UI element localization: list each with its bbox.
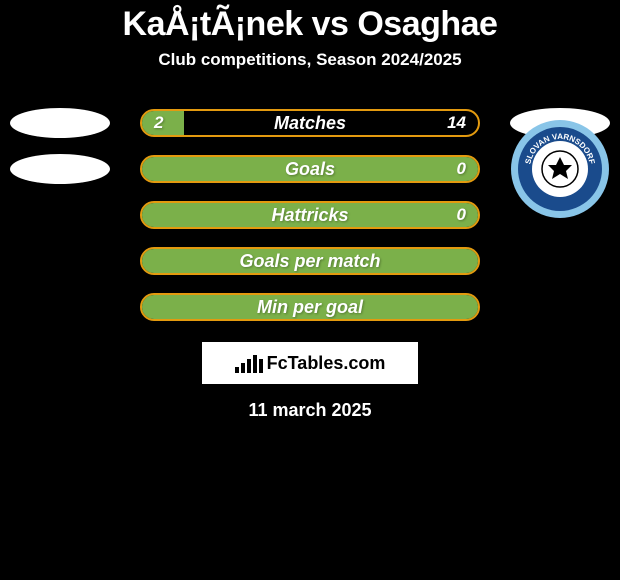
team-badge-left <box>10 108 110 138</box>
stat-row: Hattricks0 <box>0 192 620 238</box>
logo-bar <box>241 363 245 373</box>
stats-area: 2Matches14 SLOVAN VARNSDORF Goals0 Hattri… <box>0 100 620 330</box>
stat-label: Goals per match <box>142 251 478 272</box>
logo-content: FcTables.com <box>235 353 386 374</box>
stat-value-right: 0 <box>457 205 466 225</box>
stat-label: Hattricks <box>142 205 478 226</box>
stat-row: Goals per match <box>0 238 620 284</box>
team-badge-left <box>10 154 110 184</box>
logo-bars-icon <box>235 353 263 373</box>
date-text: 11 march 2025 <box>0 400 620 421</box>
logo-box: FcTables.com <box>202 342 418 384</box>
stat-label: Matches <box>142 113 478 134</box>
stat-bar: Hattricks0 <box>140 201 480 229</box>
logo-bar <box>259 359 263 373</box>
stat-bar: 2Matches14 <box>140 109 480 137</box>
stat-row: SLOVAN VARNSDORF Goals0 <box>0 146 620 192</box>
subtitle: Club competitions, Season 2024/2025 <box>0 50 620 70</box>
main-container: KaÅ¡tÃ¡nek vs Osaghae Club competitions,… <box>0 0 620 421</box>
stat-value-right: 14 <box>447 113 466 133</box>
stat-row: Min per goal <box>0 284 620 330</box>
logo-text: FcTables.com <box>267 353 386 374</box>
stat-bar: Goals per match <box>140 247 480 275</box>
logo-bar <box>247 359 251 373</box>
stat-label: Goals <box>142 159 478 180</box>
stat-bar: Min per goal <box>140 293 480 321</box>
page-title: KaÅ¡tÃ¡nek vs Osaghae <box>0 5 620 44</box>
logo-bar <box>253 355 257 373</box>
stat-bar: Goals0 <box>140 155 480 183</box>
stat-value-right: 0 <box>457 159 466 179</box>
logo-bar <box>235 367 239 373</box>
stat-label: Min per goal <box>142 297 478 318</box>
